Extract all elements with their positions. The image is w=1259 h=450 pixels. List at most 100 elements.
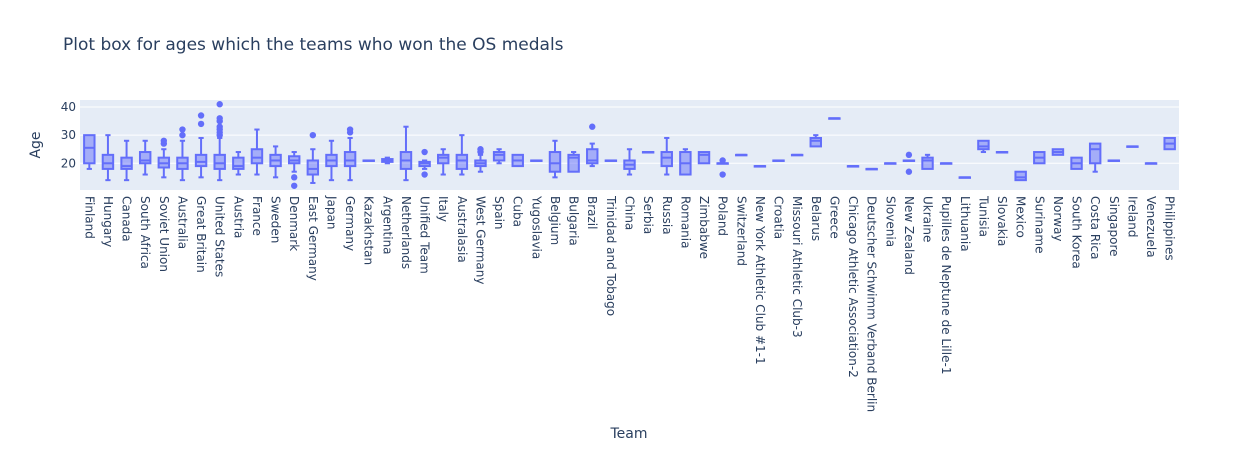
- box-body: [586, 148, 599, 165]
- x-tick-label: Brazil: [585, 196, 599, 230]
- box-body: [343, 151, 357, 168]
- x-tick-label: Mexico: [1014, 196, 1028, 238]
- x-tick-label: Italy: [436, 196, 450, 222]
- outlier-point: [905, 168, 913, 175]
- y-tick-label: 30: [61, 128, 76, 142]
- x-tick-label: New Zealand: [902, 196, 916, 275]
- outlier-point: [179, 131, 186, 139]
- outlier-point: [421, 171, 428, 178]
- box-south-africa: [138, 139, 152, 176]
- box-australia: [176, 126, 189, 182]
- outlier-point: [197, 120, 205, 128]
- box-sweden: [269, 145, 282, 179]
- box-trinidad-and-tobago: [604, 159, 618, 162]
- box-russia: [660, 136, 673, 176]
- y-axis-title: Age: [28, 131, 44, 158]
- box-body: [101, 153, 115, 170]
- box-china: [623, 148, 636, 176]
- box-chicago-athletic-association-2: [846, 165, 860, 168]
- chart-title: Plot box for ages which the teams who wo…: [63, 35, 564, 55]
- x-tick-label: Yugoslavia: [529, 195, 543, 259]
- outlier-point: [719, 171, 726, 178]
- x-tick-label: United States: [213, 196, 227, 277]
- x-tick-label: Denmark: [287, 196, 301, 251]
- box-philippines: [1163, 136, 1176, 151]
- x-tick-label: Kazakhstan: [362, 196, 376, 265]
- x-tick-label: Cuba: [511, 196, 525, 227]
- x-tick-label: Japan: [324, 195, 338, 229]
- box-austria: [232, 151, 245, 176]
- x-tick-label: Singapore: [1107, 196, 1121, 257]
- x-tick-label: South Korea: [1070, 196, 1084, 269]
- x-tick-label: Philippines: [1163, 196, 1177, 261]
- x-tick-label: Trinidad and Tobago: [604, 195, 618, 316]
- x-axis-title: Team: [609, 426, 647, 442]
- outlier-point: [216, 101, 223, 108]
- x-tick-label: Zimbabwe: [697, 196, 711, 259]
- x-tick-label: Argentina: [380, 196, 394, 255]
- outlier-point: [905, 151, 913, 159]
- outlier-point: [179, 126, 186, 133]
- x-tick-label: Canada: [120, 196, 134, 242]
- x-tick-label: Switzerland: [734, 196, 748, 266]
- box-zimbabwe: [697, 151, 711, 165]
- outlier-point: [291, 182, 298, 189]
- box-body: [138, 151, 152, 165]
- x-tick-label: Greece: [827, 196, 841, 239]
- outlier-point: [719, 157, 726, 164]
- x-tick-label: Missouri Athletic Club-3: [790, 196, 804, 338]
- box-germany: [343, 126, 357, 182]
- box-new-york-athletic-club-1-1: [753, 165, 767, 168]
- x-tick-label: Austria: [231, 196, 245, 238]
- box-body: [455, 153, 469, 170]
- box-east-germany: [306, 131, 320, 184]
- box-south-korea: [1070, 156, 1083, 170]
- box-series: [83, 101, 1176, 189]
- box-greece: [828, 117, 841, 120]
- box-spain: [492, 148, 506, 165]
- y-tick-label: 40: [61, 100, 76, 114]
- x-tick-label: Croatia: [772, 196, 786, 239]
- box-kazakhstan: [362, 159, 375, 162]
- outlier-point: [216, 123, 223, 130]
- box-argentina: [381, 156, 394, 165]
- x-tick-label: Venezuela: [1144, 196, 1158, 258]
- outlier-point: [309, 131, 317, 139]
- x-tick-label: Netherlands: [399, 196, 413, 269]
- box-japan: [325, 139, 338, 182]
- x-tick-label: Norway: [1051, 196, 1065, 242]
- box-yugoslavia: [530, 159, 543, 162]
- x-tick-label: Spain: [492, 196, 506, 230]
- box-france: [250, 128, 264, 176]
- x-tick-label: Tunisia: [976, 195, 990, 237]
- box-serbia: [641, 151, 655, 154]
- x-tick-label: Belarus: [809, 196, 823, 241]
- box-singapore: [1107, 159, 1121, 162]
- x-tick-label: New York Athletic Club #1-1: [753, 196, 767, 365]
- x-tick-label: Slovenia: [883, 196, 897, 247]
- outlier-point: [160, 137, 168, 144]
- x-tick-label: Finland: [82, 196, 96, 239]
- x-tick-label: Sweden: [269, 196, 283, 243]
- box-body: [492, 151, 506, 162]
- outlier-point: [291, 174, 298, 181]
- box-suriname: [1033, 151, 1046, 165]
- box-bulgaria: [567, 151, 580, 173]
- x-tick-label: Serbia: [641, 196, 655, 234]
- box-australasia: [455, 134, 469, 176]
- x-tick-label: China: [623, 196, 637, 230]
- box-finland: [83, 134, 96, 170]
- x-tick-label: Hungary: [101, 196, 115, 247]
- x-tick-label: Ireland: [1125, 196, 1139, 238]
- x-tick-label: Pupilles de Neptune de Lille-1: [939, 196, 953, 374]
- box-new-zealand: [902, 151, 916, 175]
- x-tick-label: Costa Rica: [1088, 196, 1102, 259]
- outlier-point: [477, 146, 484, 153]
- box-mexico: [1014, 170, 1027, 182]
- outlier-point: [216, 115, 223, 122]
- box-belgium: [548, 139, 562, 179]
- box-belarus: [809, 134, 822, 148]
- box-pupilles-de-neptune-de-lille-1: [939, 162, 953, 165]
- box-tunisia: [977, 139, 990, 154]
